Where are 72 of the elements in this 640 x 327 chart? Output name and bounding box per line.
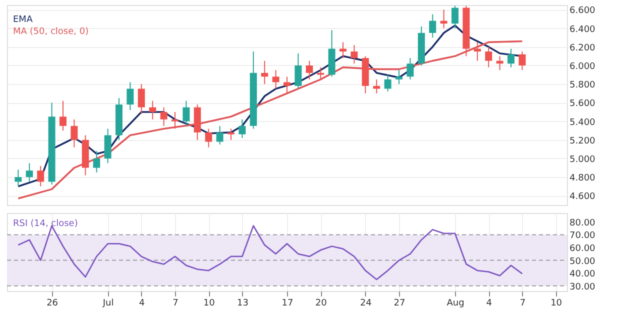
candlestick: [518, 51, 526, 71]
candlestick: [238, 118, 246, 139]
candlestick: [205, 128, 212, 148]
candlestick: [306, 60, 313, 80]
x-tick-label: 24: [360, 298, 372, 308]
x-tick-label: Aug: [446, 298, 464, 308]
x-tick-label: 7: [172, 298, 178, 308]
candlestick: [70, 118, 78, 148]
x-tick-label: 4: [139, 298, 146, 308]
y-tick-label: 5.200: [570, 136, 596, 146]
candlestick: [396, 70, 402, 85]
candlestick: [272, 70, 280, 90]
candlestick: [284, 76, 290, 94]
candlestick: [508, 48, 514, 68]
candlestick: [93, 150, 100, 173]
y-tick-label: 5.400: [570, 118, 596, 128]
y-tick-label: 40.00: [570, 270, 596, 280]
candlestick: [384, 74, 392, 92]
candlestick: [440, 9, 448, 29]
candlestick: [104, 128, 112, 164]
line-series: [17, 40, 524, 200]
x-tick-label: 26: [46, 298, 58, 308]
candlestick: [406, 58, 414, 80]
y-tick-label: 80.00: [570, 218, 596, 228]
candlestick: [126, 82, 134, 111]
x-tick-label: Jul: [102, 298, 114, 308]
x-tick-label: 27: [394, 298, 406, 308]
x-tick-label: 10: [550, 298, 562, 308]
candlestick: [294, 52, 302, 90]
candlestick: [429, 14, 436, 38]
x-tick-label: 13: [236, 298, 248, 308]
candlestick: [138, 84, 145, 114]
text: MA (50, close, 0): [13, 27, 89, 37]
candlestick: [172, 111, 178, 130]
candlestick: [452, 5, 458, 29]
candlestick: [373, 78, 380, 94]
y-tick-label: 6.600: [570, 6, 596, 16]
candlestick: [228, 128, 234, 140]
y-tick-label: 5.600: [570, 99, 596, 110]
y-tick-label: 6.400: [570, 24, 596, 35]
text: EMA: [13, 15, 34, 25]
x-tick-label: 4: [486, 298, 492, 308]
y-tick-label: 5.000: [570, 154, 596, 165]
y-tick-label: 4.600: [570, 192, 596, 202]
candlestick: [216, 125, 224, 146]
candlestick: [340, 42, 346, 59]
y-tick-label: 5.800: [570, 80, 596, 91]
x-tick-label: 20: [315, 298, 328, 308]
candlestick: [160, 106, 168, 126]
candlestick: [261, 60, 268, 85]
candlestick: [60, 100, 66, 132]
candlestick: [14, 169, 22, 187]
y-tick-label: 6.200: [570, 43, 596, 54]
candlestick: [26, 162, 33, 182]
candlestick: [485, 46, 492, 68]
y-tick-label: 6.000: [570, 62, 596, 72]
candlestick: [37, 165, 44, 187]
candlestick: [496, 56, 504, 71]
x-tick-label: 17: [282, 298, 294, 308]
series-label: RSI (14, close): [13, 219, 78, 229]
candlestick: [317, 66, 324, 80]
candlestick: [149, 100, 156, 120]
y-tick-label: 70.00: [570, 231, 596, 242]
y-tick-label: 60.00: [570, 244, 596, 254]
y-tick-label: 50.00: [570, 256, 596, 267]
x-tick-label: 7: [520, 298, 526, 308]
candlestick: [474, 42, 481, 62]
y-tick-label: 4.800: [570, 174, 596, 184]
x-tick-label: 10: [203, 298, 216, 308]
candlestick: [182, 100, 190, 126]
candlestick: [350, 44, 358, 64]
y-tick-label: 30.00: [570, 282, 596, 292]
